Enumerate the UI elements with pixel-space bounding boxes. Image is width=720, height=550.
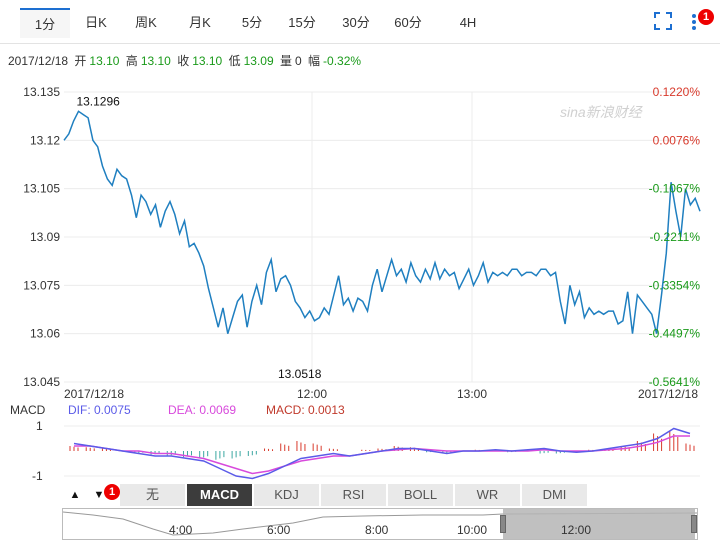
x-tick-label: 13:00	[457, 387, 487, 401]
y-tick-label: 13.09	[30, 230, 60, 244]
dif-legend: DIF: 0.0075	[68, 403, 131, 417]
y-right-tick-label: 0.1220%	[653, 85, 701, 99]
y-tick-label: 13.075	[23, 278, 60, 292]
max-price-label: 13.1296	[76, 94, 120, 108]
high-label: 高	[125, 54, 138, 68]
navigator-label: 12:00	[561, 523, 592, 537]
x-tick-label: 2017/12/18	[64, 387, 124, 401]
high-value: 13.10	[140, 54, 171, 68]
y-tick-label: 13.135	[23, 85, 60, 99]
macd-title: MACD	[10, 403, 46, 417]
y-right-tick-label: 0.0076%	[653, 133, 701, 147]
x-tick-label: 2017/12/18	[638, 387, 698, 401]
change-value: -0.32%	[323, 54, 362, 68]
y-right-tick-label: -0.5641%	[649, 375, 701, 389]
quote-date: 2017/12/18	[8, 54, 69, 68]
open-label: 开	[74, 54, 87, 68]
sina-watermark: sina新浪财经	[560, 104, 644, 120]
quote-info: 2017/12/18 开 13.10 高 13.10 收 13.10 低 13.09 量…	[8, 52, 364, 69]
x-tick-label: 12:00	[297, 387, 327, 401]
indicator-badge: 1	[104, 484, 120, 500]
y-tick-label: 13.045	[23, 375, 60, 389]
indicator-tab-0[interactable]: 无	[120, 484, 186, 506]
macd-chart[interactable]: 1 -1	[0, 418, 720, 484]
macd-y-tick: 1	[36, 419, 43, 433]
navigator-label: 6:00	[267, 523, 291, 537]
navigator-label: 10:00	[457, 523, 488, 537]
navigator-right-handle[interactable]	[691, 515, 697, 533]
close-value: 13.10	[192, 54, 223, 68]
navigator-line	[63, 511, 697, 536]
more-vertical-icon[interactable]	[690, 12, 698, 37]
tab-1[interactable]: 日K	[85, 15, 107, 30]
navigator-label: 4:00	[169, 523, 193, 537]
indicator-tabs: 无 MACD KDJ RSI BOLL WR DMI	[120, 484, 620, 506]
change-label: 幅	[308, 54, 321, 68]
indicator-tab-3[interactable]: RSI	[321, 484, 387, 506]
indicator-tab-5[interactable]: WR	[455, 484, 521, 506]
indicator-tab-4[interactable]: BOLL	[388, 484, 454, 506]
tab-6[interactable]: 30分	[342, 15, 370, 30]
scroll-up-button[interactable]: ▲	[69, 489, 81, 501]
indicator-tab-2[interactable]: KDJ	[254, 484, 320, 506]
tab-0[interactable]: 1分	[20, 8, 70, 38]
notification-badge: 1	[698, 9, 714, 25]
y-tick-label: 13.105	[23, 182, 60, 196]
price-line	[63, 110, 701, 334]
navigator-selection[interactable]	[503, 509, 695, 539]
low-label: 低	[228, 54, 241, 68]
y-right-tick-label: -0.2211%	[650, 230, 701, 244]
min-price-label: 13.0518	[278, 367, 322, 381]
tab-5[interactable]: 15分	[288, 15, 316, 30]
price-chart[interactable]: sina新浪财经 13.135 13.12 13.105 13.09 13.075 13.…	[0, 72, 720, 402]
macd-y-tick: -1	[32, 469, 43, 483]
low-value: 13.09	[243, 54, 274, 68]
navigator-label: 8:00	[365, 523, 389, 537]
indicator-tab-1[interactable]: MACD	[187, 484, 253, 506]
period-tabs: 1分 日K 周K 月K 5分 15分 30分 60分 4H	[0, 0, 720, 44]
navigator-left-handle[interactable]	[500, 515, 506, 533]
tab-8[interactable]: 4H	[459, 15, 477, 30]
close-label: 收	[177, 54, 190, 68]
tab-2[interactable]: 周K	[135, 15, 157, 30]
y-tick-label: 13.12	[30, 133, 60, 147]
tab-7[interactable]: 60分	[394, 15, 422, 30]
scroll-down-button[interactable]: ▼	[93, 489, 105, 501]
volume-value: 0	[294, 54, 302, 68]
y-right-tick-label: -0.3354%	[649, 278, 701, 292]
tab-3[interactable]: 月K	[189, 15, 211, 30]
dea-line	[74, 435, 690, 475]
y-tick-label: 13.06	[30, 327, 60, 341]
tab-4[interactable]: 5分	[241, 15, 263, 30]
open-value: 13.10	[89, 54, 120, 68]
time-navigator[interactable]: 4:00 6:00 8:00 10:00 12:00	[62, 508, 698, 540]
y-right-tick-label: -0.1067%	[649, 182, 701, 196]
dea-legend: DEA: 0.0069	[168, 403, 237, 417]
macd-legend: MACD: 0.0013	[266, 403, 345, 417]
fullscreen-icon[interactable]	[654, 12, 672, 35]
dif-line	[73, 427, 691, 480]
indicator-tab-6[interactable]: DMI	[522, 484, 588, 506]
y-right-tick-label: -0.4497%	[649, 327, 701, 341]
volume-label: 量	[279, 54, 292, 68]
